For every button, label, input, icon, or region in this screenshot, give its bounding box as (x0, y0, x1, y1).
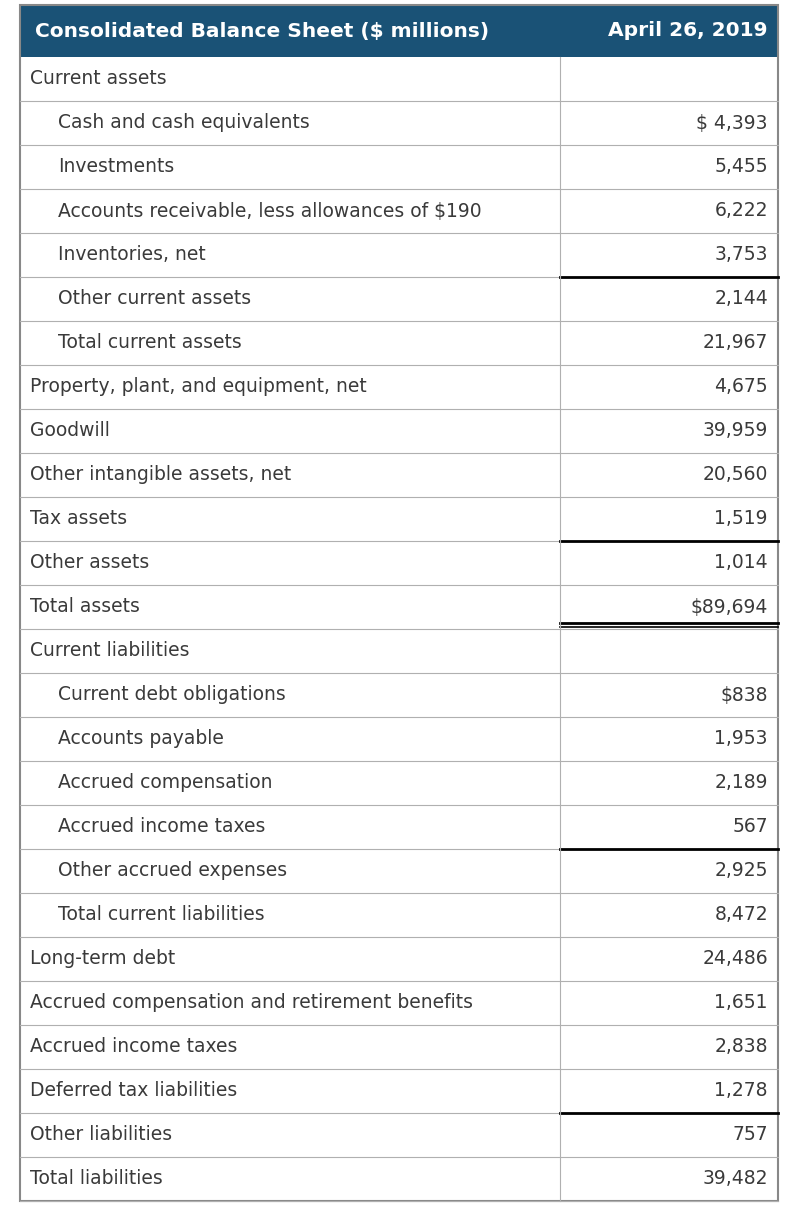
Bar (20, 1157, 778, 1201)
Bar (20, 497, 778, 541)
Text: Total current assets: Total current assets (58, 334, 242, 352)
Bar (20, 321, 778, 365)
Text: 567: 567 (733, 818, 768, 837)
Text: 1,953: 1,953 (714, 730, 768, 749)
Text: Other current assets: Other current assets (58, 289, 251, 309)
Text: 6,222: 6,222 (714, 201, 768, 221)
Text: 20,560: 20,560 (702, 466, 768, 485)
Text: 24,486: 24,486 (702, 949, 768, 968)
Text: Accounts receivable, less allowances of $190: Accounts receivable, less allowances of … (58, 201, 482, 221)
Text: Goodwill: Goodwill (30, 422, 110, 440)
Text: 21,967: 21,967 (702, 334, 768, 352)
Bar (20, 409, 778, 453)
Text: $89,694: $89,694 (690, 597, 768, 616)
Bar (20, 233, 778, 277)
Text: $838: $838 (721, 685, 768, 704)
Text: Consolidated Balance Sheet ($ millions): Consolidated Balance Sheet ($ millions) (35, 22, 489, 41)
Text: Current assets: Current assets (30, 70, 167, 88)
Text: 39,482: 39,482 (702, 1170, 768, 1188)
Text: 2,189: 2,189 (714, 773, 768, 792)
Bar (20, 453, 778, 497)
Text: 1,014: 1,014 (714, 554, 768, 573)
Text: 8,472: 8,472 (714, 906, 768, 925)
Text: Long-term debt: Long-term debt (30, 949, 176, 968)
Bar (20, 5, 778, 57)
Text: Other intangible assets, net: Other intangible assets, net (30, 466, 291, 485)
Text: Current debt obligations: Current debt obligations (58, 685, 286, 704)
Text: $ 4,393: $ 4,393 (697, 113, 768, 133)
Bar (20, 585, 778, 630)
Text: Inventories, net: Inventories, net (58, 246, 206, 264)
Bar (20, 189, 778, 233)
Bar (20, 277, 778, 321)
Bar (20, 718, 778, 761)
Text: 2,925: 2,925 (714, 861, 768, 880)
Text: Property, plant, and equipment, net: Property, plant, and equipment, net (30, 377, 367, 397)
Bar (20, 673, 778, 718)
Text: Investments: Investments (58, 158, 174, 176)
Text: 757: 757 (733, 1125, 768, 1144)
Text: Other assets: Other assets (30, 554, 149, 573)
Text: 39,959: 39,959 (702, 422, 768, 440)
Text: April 26, 2019: April 26, 2019 (609, 22, 768, 41)
Text: Other accrued expenses: Other accrued expenses (58, 861, 287, 880)
Text: Accrued compensation and retirement benefits: Accrued compensation and retirement bene… (30, 994, 473, 1013)
Text: Other liabilities: Other liabilities (30, 1125, 172, 1144)
Text: Total liabilities: Total liabilities (30, 1170, 163, 1188)
Text: Deferred tax liabilities: Deferred tax liabilities (30, 1082, 237, 1101)
Text: Total assets: Total assets (30, 597, 140, 616)
Text: 2,838: 2,838 (714, 1037, 768, 1056)
Bar (20, 145, 778, 189)
Bar (20, 541, 778, 585)
Text: Cash and cash equivalents: Cash and cash equivalents (58, 113, 310, 133)
Text: Tax assets: Tax assets (30, 509, 127, 528)
Text: Accounts payable: Accounts payable (58, 730, 224, 749)
Bar (20, 804, 778, 849)
Bar (20, 761, 778, 804)
Bar (20, 101, 778, 145)
Text: 5,455: 5,455 (714, 158, 768, 176)
Bar (20, 630, 778, 673)
Bar (20, 1113, 778, 1157)
Bar (20, 1025, 778, 1069)
Text: Accrued income taxes: Accrued income taxes (58, 818, 266, 837)
Text: Total current liabilities: Total current liabilities (58, 906, 265, 925)
Bar (20, 1069, 778, 1113)
Text: 3,753: 3,753 (714, 246, 768, 264)
Bar (20, 892, 778, 937)
Text: Accrued compensation: Accrued compensation (58, 773, 272, 792)
Text: Accrued income taxes: Accrued income taxes (30, 1037, 237, 1056)
Text: 1,278: 1,278 (714, 1082, 768, 1101)
Bar (20, 57, 778, 101)
Text: 1,519: 1,519 (714, 509, 768, 528)
Bar (20, 365, 778, 409)
Text: 4,675: 4,675 (714, 377, 768, 397)
Text: 1,651: 1,651 (714, 994, 768, 1013)
Bar (20, 937, 778, 980)
Text: Current liabilities: Current liabilities (30, 642, 189, 661)
Bar (20, 849, 778, 892)
Bar (20, 980, 778, 1025)
Text: 2,144: 2,144 (714, 289, 768, 309)
